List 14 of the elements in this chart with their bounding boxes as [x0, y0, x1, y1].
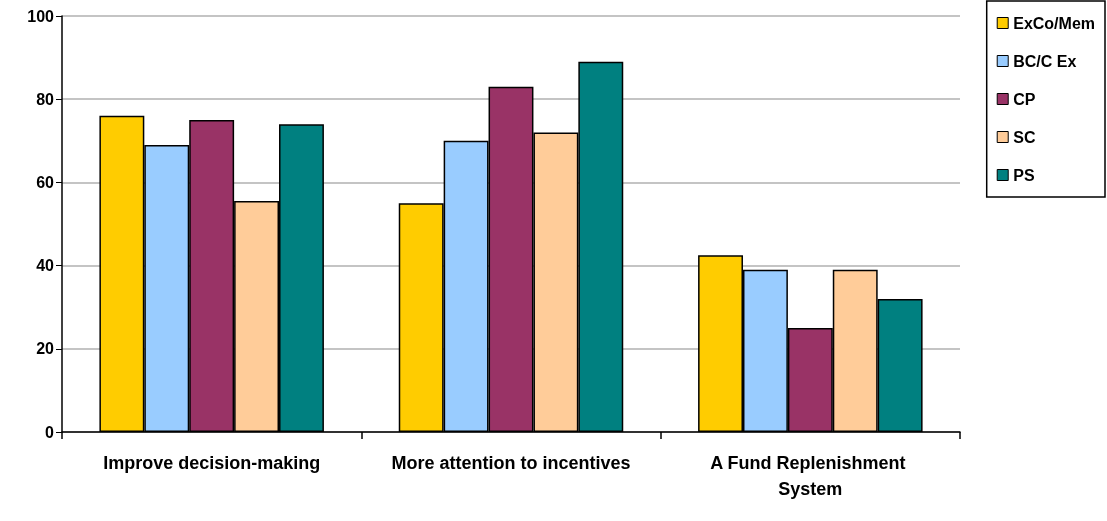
legend-label: SC — [1013, 128, 1036, 146]
x-tick-label: A Fund Replenishment System — [710, 453, 911, 499]
legend-label: PS — [1013, 166, 1035, 184]
y-tick-label: 20 — [36, 340, 55, 358]
y-tick-label: 60 — [36, 173, 55, 191]
x-tick-label: Improve decision-making — [103, 453, 321, 473]
legend-label: CP — [1013, 90, 1036, 108]
y-tick-label: 100 — [27, 7, 55, 25]
legend-label: BC/C Ex — [1013, 52, 1077, 70]
y-tick-label: 40 — [36, 257, 55, 275]
y-tick-label: 0 — [45, 423, 55, 441]
legend-label: ExCo/Mem — [1013, 14, 1095, 32]
x-tick-label: More attention to incentives — [391, 453, 631, 473]
y-tick-label: 80 — [36, 90, 55, 108]
